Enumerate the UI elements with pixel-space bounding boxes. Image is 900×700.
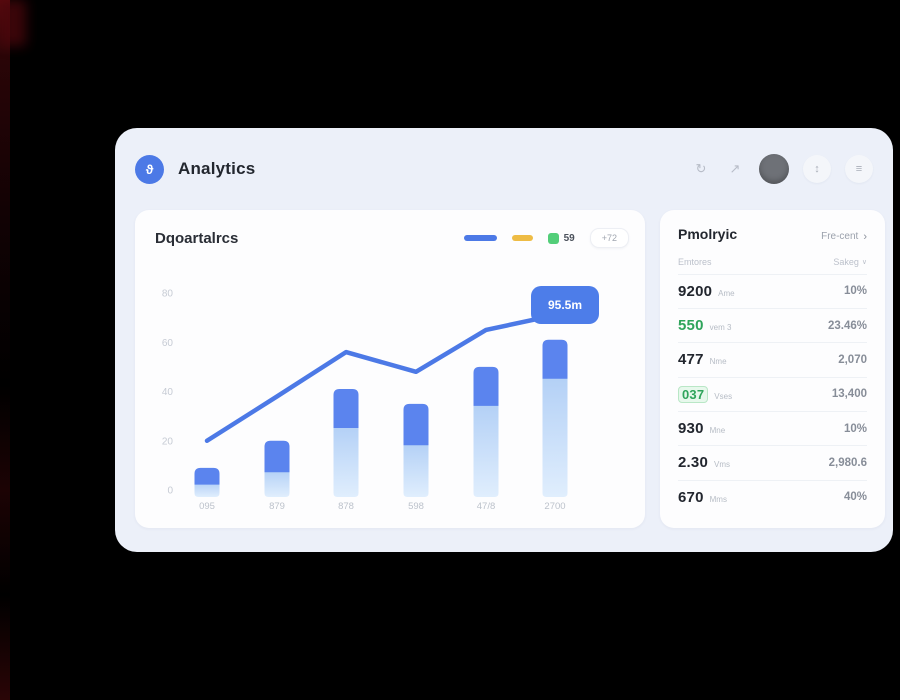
bar-dark-segment: [403, 403, 429, 446]
row-label: Nme: [709, 357, 727, 367]
bar-light-segment: [194, 482, 220, 497]
bar-dark-segment: [333, 389, 359, 428]
y-axis-tick: 60: [162, 338, 174, 349]
y-axis-tick: 0: [167, 486, 173, 497]
stats-panel: Pmolryic Fre-cent › Emtores Sakeg ∨ 9200…: [660, 210, 885, 528]
trend-line: [204, 312, 558, 443]
stats-panel-header: Pmolryic Fre-cent ›: [678, 226, 867, 243]
chart-title: Dqoartalrcs: [155, 229, 239, 247]
share-icon[interactable]: ↗: [729, 161, 741, 176]
menu-icon: ≡: [855, 163, 863, 175]
row-amount: 13,400: [831, 388, 867, 401]
avatar[interactable]: [759, 154, 789, 184]
column-header-right[interactable]: Sakeg ∨: [833, 256, 867, 267]
bar-light-segment: [333, 425, 359, 497]
row-amount: 2,980.6: [828, 456, 867, 469]
bar-light-segment: [473, 403, 499, 497]
chart-card-header: Dqoartalrcs 59 +72: [135, 210, 645, 248]
row-value: 037: [678, 385, 709, 403]
table-row[interactable]: 9200 Ame 10%: [678, 275, 867, 309]
sort-icon: ↕: [814, 163, 820, 175]
row-amount: 40%: [843, 491, 867, 504]
app-logo: ϑ: [135, 154, 164, 184]
row-label: Vms: [714, 460, 730, 470]
bar-light-segment: [264, 470, 290, 497]
bar-dark-segment: [264, 440, 290, 473]
chart-legend: 59 +72: [463, 228, 629, 248]
chart-card: 80 60 40 20 0 95.5m 095 879 878 598 47/8 2700 Dqoar…: [135, 210, 645, 528]
analytics-window: ϑ Analytics ↻ ↗ ↕ ≡ 80 60 40 20 0 95.5m 095 879…: [115, 128, 893, 552]
column-headers: Emtores Sakeg ∨: [678, 257, 867, 275]
row-amount: 23.46%: [827, 319, 867, 332]
screen-corner-tint: [0, 0, 26, 46]
row-amount: 2,070: [838, 353, 867, 366]
x-axis-tick: 878: [338, 501, 354, 512]
stats-rows: 9200 Ame 10% 550 vem 3 23.46% 477 Nme 2,070 037 Vs…: [678, 275, 867, 515]
row-value: 670: [678, 488, 704, 506]
row-label: Mms: [709, 494, 727, 504]
chevron-right-icon: ›: [863, 230, 867, 243]
panel-title: Pmolryic: [678, 226, 738, 242]
bar-light-segment: [403, 443, 429, 497]
table-row[interactable]: 670 Mms 40%: [678, 481, 867, 514]
row-amount: 10%: [843, 422, 867, 435]
column-header-left: Emtores: [678, 256, 712, 267]
combo-chart: 80 60 40 20 0 95.5m 095 879 878 598 47/8 2700: [162, 286, 599, 512]
y-axis-tick: 40: [162, 387, 174, 398]
x-axis-tick: 598: [408, 501, 424, 512]
x-axis-tick: 2700: [544, 501, 565, 512]
legend-filter-button[interactable]: +72: [589, 228, 629, 248]
menu-button[interactable]: ≡: [845, 155, 873, 183]
table-row[interactable]: 477 Nme 2,070: [678, 343, 867, 378]
legend-chip: 59: [547, 232, 575, 244]
row-value: 930: [678, 420, 704, 438]
legend-line-series-icon: [463, 235, 497, 241]
row-value: 2.30: [678, 454, 708, 472]
table-row[interactable]: 037 Vses 13,400: [678, 378, 867, 412]
bar-dark-segment: [473, 366, 499, 406]
row-value: 9200: [678, 282, 713, 300]
legend-chip-label: 59: [563, 232, 575, 244]
row-label: Mne: [709, 426, 726, 436]
x-axis-tick: 095: [199, 501, 215, 512]
row-label: Ame: [718, 288, 735, 298]
row-value: 550: [678, 317, 704, 335]
bar-light-segment: [542, 376, 568, 497]
screen-edge-tint: [0, 0, 10, 700]
see-all-label: Fre-cent: [821, 231, 859, 242]
row-value: 477: [678, 351, 704, 369]
chart-tooltip: [531, 286, 599, 324]
page-title: Analytics: [178, 159, 256, 178]
legend-secondary-series-icon: [511, 235, 533, 241]
see-all-link[interactable]: Fre-cent ›: [821, 231, 867, 243]
legend-green-square-icon: [547, 232, 559, 244]
logo-glyph-icon: ϑ: [145, 161, 154, 177]
table-row[interactable]: 2.30 Vms 2,980.6: [678, 446, 867, 481]
bar-dark-segment: [194, 467, 220, 485]
refresh-icon[interactable]: ↻: [695, 161, 707, 176]
y-axis-tick: 80: [162, 289, 174, 300]
bar-dark-segment: [542, 339, 568, 379]
sort-button[interactable]: ↕: [803, 155, 831, 183]
chart-tooltip-label: 95.5m: [548, 298, 582, 312]
row-label: Vses: [714, 391, 733, 401]
x-axis-tick: 879: [269, 501, 285, 512]
table-row[interactable]: 930 Mne 10%: [678, 412, 867, 447]
row-amount: 10%: [843, 285, 867, 298]
x-axis-tick: 47/8: [477, 501, 496, 512]
y-axis-tick: 20: [162, 436, 174, 447]
header-toolbar: ↻ ↗ ↕ ≡: [691, 154, 873, 184]
chevron-down-icon: ∨: [861, 258, 867, 266]
window-header: ϑ Analytics ↻ ↗ ↕ ≡: [115, 128, 893, 210]
row-label: vem 3: [709, 323, 732, 333]
table-row[interactable]: 550 vem 3 23.46%: [678, 309, 867, 344]
